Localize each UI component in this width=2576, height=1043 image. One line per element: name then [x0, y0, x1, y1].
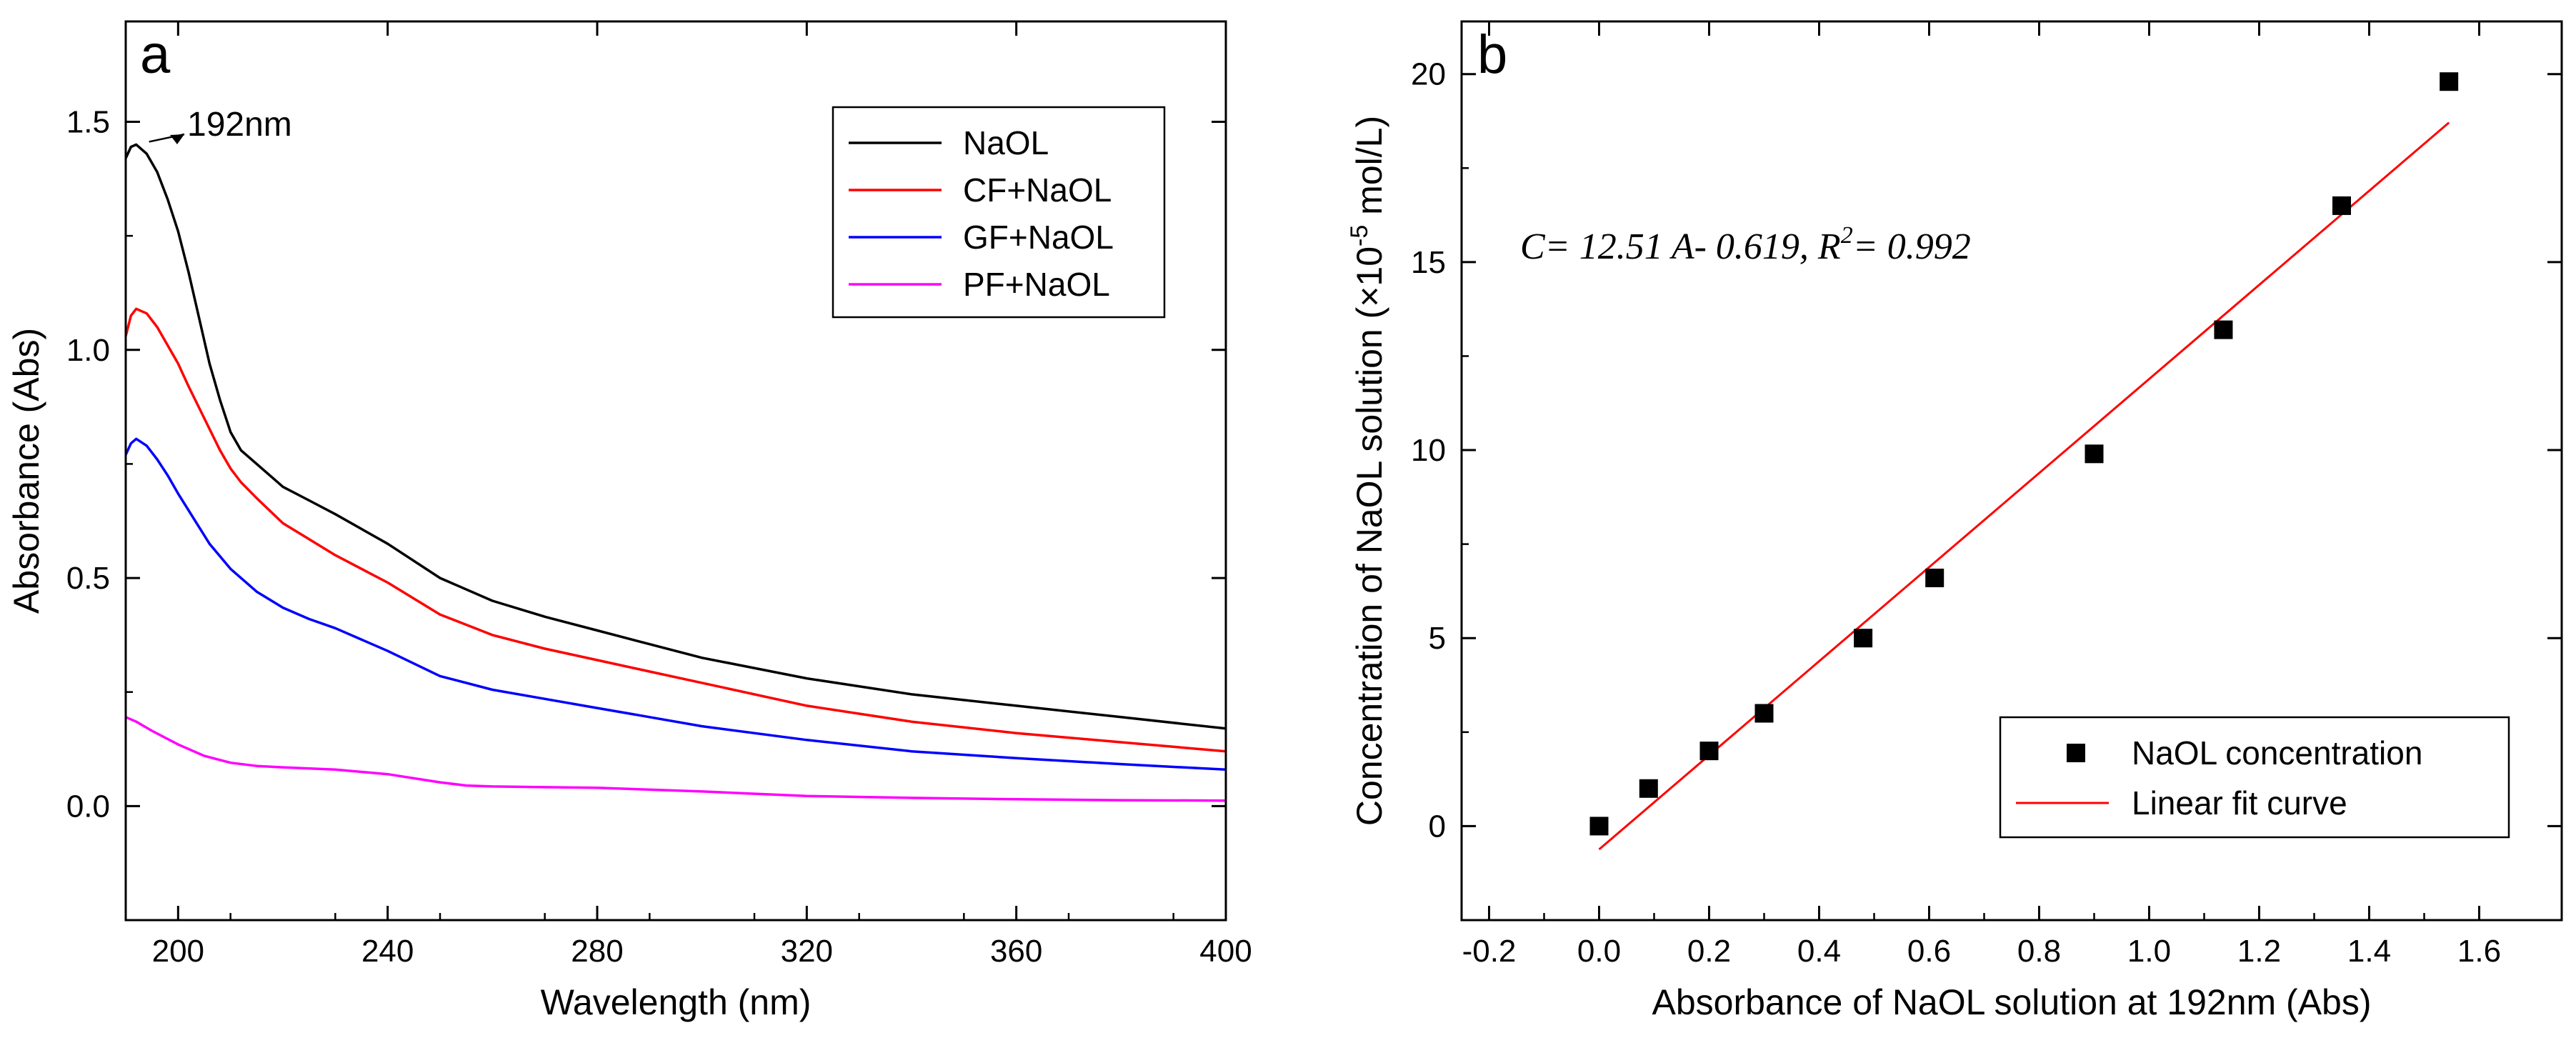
x-tick-label-b: 0.4 — [1797, 934, 1841, 969]
fit-equation-lead: C= 12.51 A- 0.619, R — [1520, 226, 1841, 267]
series-line-gf-naol — [124, 437, 1227, 772]
fit-equation-sup: 2 — [1841, 222, 1853, 249]
y-tick-label-b: 10 — [1411, 433, 1446, 468]
y-tick-label-b: 0 — [1429, 809, 1446, 844]
y-axis-label-b: Concentration of NaOL solution (×10-5 mo… — [1346, 116, 1389, 826]
x-tick-label-a: 240 — [361, 934, 414, 969]
x-tick-label-a: 320 — [781, 934, 833, 969]
x-tick-label-b: 0.8 — [2017, 934, 2061, 969]
y-tick-label-b: 15 — [1411, 245, 1446, 280]
data-point — [1589, 817, 1609, 836]
fit-equation-tail: = 0.992 — [1853, 226, 1971, 267]
x-tick-label-a: 360 — [990, 934, 1042, 969]
x-tick-label-b: 1.4 — [2347, 934, 2391, 969]
data-point — [2332, 196, 2351, 215]
y-tick-label-a: 0.0 — [66, 789, 110, 824]
y-axis-label-b-main: Concentration of NaOL solution (×10 — [1349, 246, 1389, 826]
data-point — [2214, 320, 2233, 339]
x-tick-label-a: 400 — [1199, 934, 1252, 969]
annotation-192nm: 192nm — [187, 106, 292, 144]
x-tick-label-a: 280 — [571, 934, 623, 969]
data-point — [2440, 72, 2459, 91]
x-tick-label-a: 200 — [152, 934, 204, 969]
series-line-cf-naol — [124, 307, 1227, 753]
y-tick-label-b: 20 — [1411, 57, 1446, 92]
legend-label-a: GF+NaOL — [963, 219, 1114, 256]
x-axis-label-b: Absorbance of NaOL solution at 192nm (Ab… — [1652, 982, 2371, 1022]
data-point — [1699, 742, 1719, 761]
legend-marker-b — [2067, 744, 2085, 762]
linear-fit-line — [1598, 121, 2450, 851]
data-point — [1639, 779, 1658, 798]
panel-a: 200 240 280 320 360 400 0.0 0.5 1.0 1.5 Wavelength… — [6, 20, 1252, 1022]
y-tick-label-a: 1.0 — [66, 333, 110, 368]
data-point — [1854, 629, 1873, 648]
y-tick-label-b: 5 — [1429, 621, 1446, 656]
y-axis-label-a: Absorbance (Abs) — [6, 328, 46, 614]
y-tick-label-a: 0.5 — [66, 561, 110, 596]
series-line-naol — [124, 143, 1227, 730]
y-tick-label-a: 1.5 — [66, 104, 110, 139]
x-tick-label-b: 0.2 — [1687, 934, 1731, 969]
legend-label-b: NaOL concentration — [2132, 734, 2422, 772]
x-tick-label-b: 0.0 — [1577, 934, 1621, 969]
legend-box-b — [1999, 716, 2510, 839]
x-tick-label-b: 1.6 — [2457, 934, 2501, 969]
x-tick-label-b: 1.0 — [2127, 934, 2171, 969]
legend-label-a: NaOL — [963, 124, 1049, 161]
panel-label-a: a — [140, 24, 171, 85]
panel-b: -0.2 0.0 0.2 0.4 0.6 0.8 1.0 1.2 1.4 1.6 0 5 10 15 20 A… — [1346, 20, 2563, 1022]
data-point — [1925, 569, 1945, 588]
y-axis-label-b-tail: mol/L) — [1349, 116, 1389, 225]
annotation-arrowhead — [170, 134, 184, 144]
plot-frame-a — [124, 20, 1227, 922]
series-line-pf-naol — [125, 716, 1227, 802]
fit-equation: C= 12.51 A- 0.619, R2= 0.992 — [1520, 222, 1971, 267]
data-point — [2085, 444, 2104, 464]
data-point — [1754, 704, 1774, 723]
plot-frame-b — [1460, 20, 2563, 922]
legend-label-a: CF+NaOL — [963, 171, 1112, 209]
x-axis-label-a: Wavelength (nm) — [541, 982, 812, 1022]
legend-label-a: PF+NaOL — [963, 266, 1110, 303]
panel-label-b: b — [1477, 24, 1507, 85]
x-tick-label-b: 1.2 — [2237, 934, 2281, 969]
x-tick-label-b: 0.6 — [1907, 934, 1951, 969]
legend-label-b: Linear fit curve — [2132, 784, 2347, 822]
x-tick-label-b: -0.2 — [1462, 934, 1517, 969]
y-axis-label-b-sup: -5 — [1346, 225, 1373, 246]
